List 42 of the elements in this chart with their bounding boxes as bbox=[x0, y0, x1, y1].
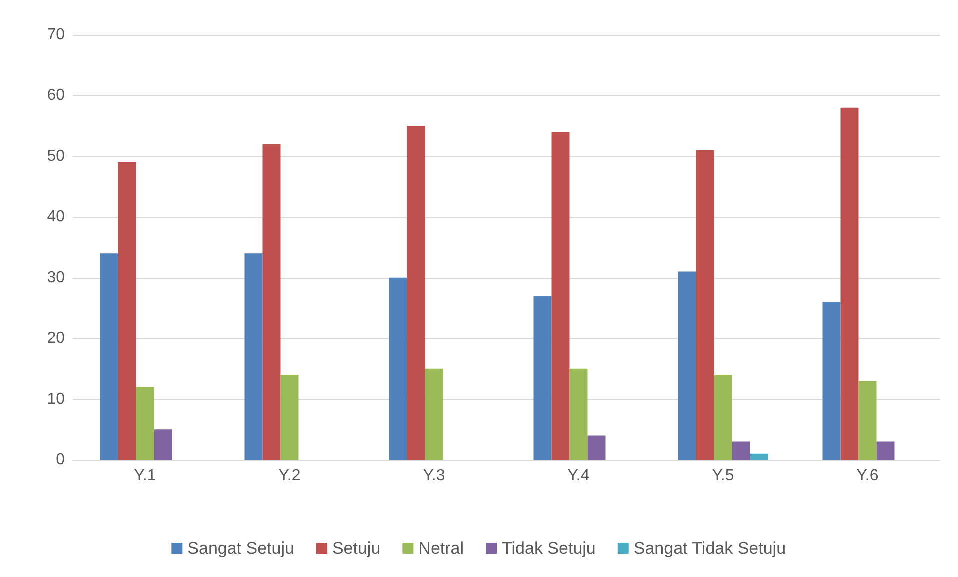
x-tick-label: Y.5 bbox=[712, 468, 734, 484]
legend-label: Sangat Setuju bbox=[188, 539, 294, 558]
bar bbox=[262, 144, 281, 460]
bar bbox=[407, 126, 426, 460]
legend-label: Tidak Setuju bbox=[502, 539, 596, 558]
y-tick-label: 50 bbox=[47, 148, 66, 165]
x-tick-label: Y.2 bbox=[278, 468, 301, 484]
legend-label: Setuju bbox=[332, 539, 381, 558]
bar bbox=[244, 254, 263, 460]
bar bbox=[552, 132, 570, 460]
bar bbox=[425, 368, 444, 460]
bar bbox=[732, 442, 750, 460]
bar bbox=[858, 381, 877, 460]
bar bbox=[100, 254, 118, 460]
bar bbox=[714, 375, 732, 460]
y-tick-label: 0 bbox=[56, 452, 66, 468]
bar bbox=[876, 442, 895, 460]
x-tick-label: Y.3 bbox=[423, 468, 446, 484]
bar bbox=[118, 162, 136, 460]
bar bbox=[136, 387, 154, 460]
y-tick-label: 40 bbox=[47, 208, 66, 226]
y-tick-label: 30 bbox=[47, 269, 66, 286]
bar bbox=[570, 368, 588, 460]
bar bbox=[678, 272, 696, 460]
y-tick-label: 10 bbox=[47, 390, 66, 408]
bar bbox=[154, 430, 172, 460]
x-tick-label: Y.4 bbox=[568, 468, 590, 484]
y-tick-label: 20 bbox=[47, 330, 66, 348]
bar bbox=[696, 150, 714, 460]
bar bbox=[750, 454, 768, 460]
x-tick-label: Y.6 bbox=[856, 468, 879, 484]
bar bbox=[588, 436, 606, 460]
y-tick-label: 70 bbox=[47, 26, 66, 44]
bar bbox=[822, 302, 841, 460]
bar bbox=[280, 375, 299, 460]
bar bbox=[534, 296, 552, 460]
legend-label: Sangat Tidak Setuju bbox=[634, 539, 786, 558]
bar bbox=[389, 278, 408, 460]
y-tick-label: 60 bbox=[47, 87, 66, 104]
legend-label: Netral bbox=[418, 539, 464, 558]
bar bbox=[840, 108, 859, 460]
x-tick-label: Y.1 bbox=[134, 468, 156, 484]
